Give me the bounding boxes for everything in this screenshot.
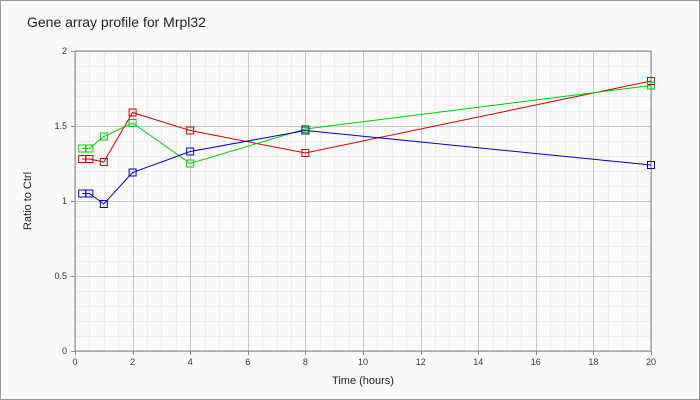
series-2-point [647, 81, 655, 90]
x-tick-label: 10 [358, 357, 368, 367]
series-2-point [186, 159, 195, 168]
series-line-3 [82, 129, 652, 205]
series-1-point [85, 155, 94, 163]
series-1-point [647, 77, 655, 85]
x-tick-label: 8 [303, 357, 308, 367]
series-3-point [301, 126, 310, 135]
series-1-point [186, 126, 195, 135]
series-2-point [128, 119, 137, 127]
y-tick-label: 0 [62, 346, 67, 356]
chart-title: Gene array profile for Mrpl32 [27, 14, 206, 30]
series-3-point [647, 161, 655, 169]
series-line-1 [82, 80, 652, 163]
series-3-point [85, 189, 94, 198]
x-tick-label: 4 [188, 357, 193, 367]
series-1-point [99, 158, 108, 166]
x-axis-ticks: 0 2 4 6 8 10 12 14 16 18 20 [72, 351, 656, 367]
series-layer [78, 77, 655, 208]
x-tick-label: 2 [130, 357, 135, 367]
y-tick-label: 1.5 [54, 121, 67, 131]
series-1-point [301, 149, 310, 157]
x-tick-label: 12 [416, 357, 426, 367]
x-tick-label: 18 [588, 357, 598, 367]
series-3-point [99, 200, 108, 208]
x-tick-label: 16 [531, 357, 541, 367]
x-tick-label: 0 [72, 357, 77, 367]
x-axis-label: Time (hours) [332, 375, 394, 387]
series-1-point [128, 108, 137, 117]
x-tick-label: 14 [473, 357, 483, 367]
x-tick-label: 6 [245, 357, 250, 367]
y-tick-label: 1 [62, 196, 67, 206]
series-line-2 [82, 85, 652, 165]
y-axis-ticks: 0 0.5 1 1.5 2 [54, 46, 75, 356]
y-tick-label: 0.5 [54, 271, 67, 281]
series-3-point [128, 168, 137, 177]
x-tick-label: 20 [646, 357, 656, 367]
y-axis-label: Ratio to Ctrl [22, 172, 34, 230]
series-2-point [99, 132, 108, 141]
series-3-point [186, 147, 195, 156]
series-2-point [85, 144, 94, 153]
y-tick-label: 2 [62, 46, 67, 56]
